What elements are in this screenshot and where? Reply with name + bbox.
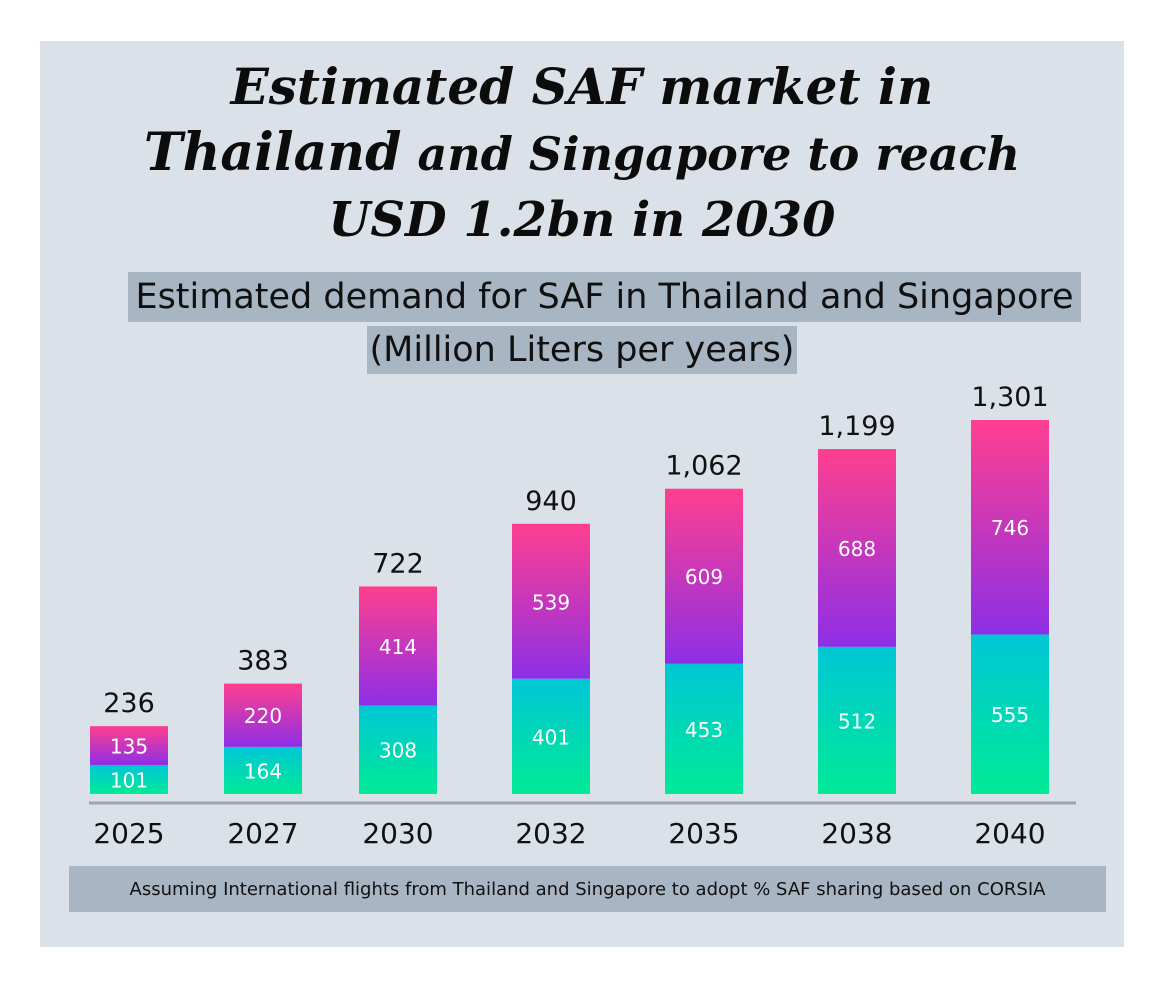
segment-value-label: 401	[532, 725, 570, 749]
bar-segment-upper-2040	[971, 420, 1049, 635]
bar-total-label: 1,199	[818, 411, 895, 442]
bar-total-label: 1,301	[971, 382, 1048, 413]
segment-value-label: 555	[991, 703, 1029, 727]
segment-value-label: 688	[838, 537, 876, 561]
chart-panel	[40, 41, 1124, 947]
headline: Estimated SAF market in Thailand and Sin…	[40, 54, 1124, 253]
segment-value-label: 746	[991, 516, 1029, 540]
bar-segment-lower-2040	[971, 634, 1049, 794]
segment-value-label: 220	[244, 704, 282, 728]
segment-value-label: 414	[379, 635, 417, 659]
bar-segment-upper-2038	[818, 449, 896, 647]
bar-segment-lower-2030	[359, 705, 437, 794]
headline-line-2-country: Thailand	[143, 122, 402, 183]
x-tick-label: 2038	[821, 817, 892, 850]
headline-line-2-rest: and Singapore to reach	[417, 127, 1021, 181]
x-tick-label: 2035	[668, 817, 739, 850]
bar-segment-upper-2025	[90, 726, 168, 765]
segment-value-label: 512	[838, 709, 876, 733]
bar-total-label: 940	[525, 486, 577, 517]
x-tick-label: 2032	[515, 817, 586, 850]
bar-total-label: 1,062	[665, 451, 742, 482]
x-tick-label: 2025	[93, 817, 164, 850]
headline-line-2: Thailand and Singapore to reach	[40, 120, 1124, 187]
bar-segment-upper-2027	[224, 683, 302, 747]
segment-value-label: 101	[110, 768, 148, 792]
bar-segment-upper-2035	[665, 488, 743, 664]
bar-segment-lower-2025	[90, 764, 168, 794]
x-tick-label: 2027	[227, 817, 298, 850]
footnote: Assuming International flights from Thai…	[69, 866, 1106, 912]
chart-title: Estimated demand for SAF in Thailand and…	[128, 272, 1081, 322]
segment-value-label: 453	[685, 718, 723, 742]
bar-segment-lower-2038	[818, 646, 896, 794]
bar-total-label: 236	[103, 688, 155, 719]
segment-value-label: 164	[244, 759, 282, 783]
headline-line-1: Estimated SAF market in	[230, 57, 934, 116]
segment-value-label: 539	[532, 590, 570, 614]
bar-segment-lower-2027	[224, 746, 302, 794]
bar-segment-lower-2035	[665, 663, 743, 794]
bar-total-label: 383	[237, 646, 289, 677]
headline-line-3: USD 1.2bn in 2030	[328, 192, 836, 248]
segment-value-label: 609	[685, 565, 723, 589]
bar-total-label: 722	[372, 548, 424, 579]
bar-segment-lower-2032	[512, 678, 590, 794]
x-tick-label: 2030	[362, 817, 433, 850]
segment-value-label: 308	[379, 739, 417, 763]
segment-value-label: 135	[110, 735, 148, 759]
chart-subtitle: (Million Liters per years)	[367, 326, 797, 374]
x-tick-label: 2040	[974, 817, 1045, 850]
bar-segment-upper-2032	[512, 523, 590, 679]
bar-segment-upper-2030	[359, 586, 437, 706]
